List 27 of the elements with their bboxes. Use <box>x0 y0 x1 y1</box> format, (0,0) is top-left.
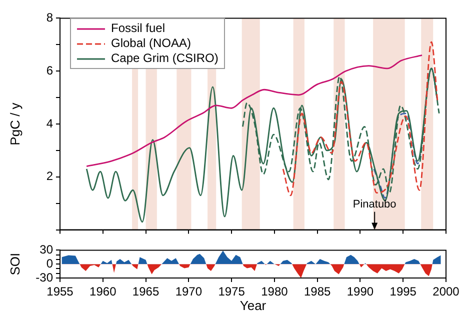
line-series <box>282 41 438 196</box>
y-tick-label: 2 <box>46 169 54 184</box>
x-tick-label: 1980 <box>261 284 288 299</box>
x-tick-label: 1990 <box>346 284 374 299</box>
legend-label: Cape Grim (CSIRO) <box>111 51 218 66</box>
x-tick-label: 1975 <box>218 284 246 299</box>
x-tick-label: 1955 <box>46 284 74 299</box>
annotation: Pinatubo <box>352 198 396 210</box>
line-series <box>86 54 423 168</box>
x-tick-label: 1985 <box>304 284 332 299</box>
y-axis-title: PgC / y <box>7 102 22 146</box>
y-tick-label: 8 <box>46 10 54 25</box>
y-tick-label: 6 <box>46 63 54 78</box>
y-axis-title: SOI <box>7 252 22 276</box>
line-series <box>86 68 438 223</box>
y-tick-label: 4 <box>46 116 54 130</box>
y-tick-label: 30 <box>40 242 54 257</box>
y-tick-label: 0 <box>46 256 54 270</box>
x-tick-label: 2000 <box>432 284 460 299</box>
x-tick-label: 1960 <box>90 284 117 299</box>
x-axis-title: Year <box>240 298 267 313</box>
x-tick-label: 1995 <box>390 284 417 299</box>
x-tick-label: 1965 <box>132 284 160 299</box>
legend-label: Global (NOAA) <box>111 36 192 51</box>
x-tick-label: 1970 <box>175 284 202 299</box>
legend-label: Fossil fuel <box>111 21 166 36</box>
y-tick-label: -30 <box>36 270 54 284</box>
